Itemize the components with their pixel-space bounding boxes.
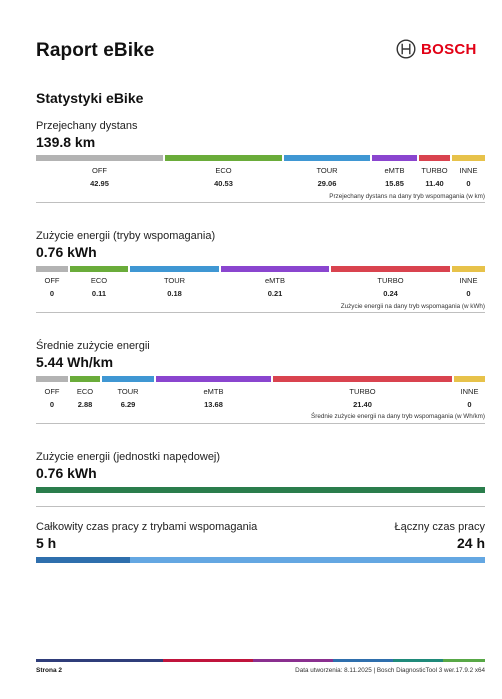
avg-bar-off: [36, 376, 68, 382]
avg-divider: [36, 423, 485, 424]
distance-label: Przejechany dystans: [36, 120, 138, 132]
footer-stripe-6: [443, 659, 485, 662]
distance-mode-eco: ECO: [215, 166, 232, 175]
avg-mode-tour: TOUR: [117, 387, 139, 396]
distance-value-eco: 40.53: [214, 179, 233, 188]
distance-bar-turbo: [419, 155, 450, 161]
energy-value-eco: 0.11: [91, 289, 107, 298]
distance-mode-turbo: TURBO: [421, 166, 448, 175]
energy-value-emtb: 0.21: [267, 289, 283, 298]
time-total-value: 24 h: [456, 535, 485, 551]
time-total-label: Łączny czas pracy: [394, 521, 485, 533]
distance-value-emtb: 15.85: [385, 179, 404, 188]
distance-mode-tour: TOUR: [316, 166, 338, 175]
energy-mode-off: OFF: [44, 276, 60, 285]
energy-bar-emtb: [221, 266, 329, 272]
drive-label: Zużycie energii (jednostki napędowej): [36, 451, 221, 463]
avg-value-inne: 0: [467, 400, 472, 409]
avg-bar-tour: [102, 376, 154, 382]
distance-bar-inne: [452, 155, 485, 161]
energy-mode-emtb: eMTB: [264, 276, 285, 285]
distance-bar-eco: [165, 155, 282, 161]
energy-bar-tour: [130, 266, 219, 272]
bosch-logo: BOSCH: [396, 38, 477, 60]
avg-bar-turbo: [273, 376, 452, 382]
energy-bar-eco: [70, 266, 128, 272]
energy-note: Zużycie energii na dany tryb wspomagania…: [340, 303, 485, 310]
time-assist-value: 5 h: [36, 535, 57, 551]
avg-mode-turbo: TURBO: [349, 387, 376, 396]
distance-total: 139.8 km: [36, 134, 96, 150]
avg-note: Średnie zużycie energii na dany tryb wsp…: [311, 413, 485, 420]
energy-bar-off: [36, 266, 68, 272]
distance-value-inne: 0: [466, 179, 471, 188]
avg-bar-eco: [70, 376, 100, 382]
distance-bar-emtb: [372, 155, 417, 161]
footer-stripe-4: [333, 659, 393, 662]
bosch-armature-icon: [396, 39, 416, 59]
energy-divider: [36, 312, 485, 313]
avg-value-turbo: 21.40: [353, 400, 372, 409]
avg-mode-off: OFF: [44, 387, 60, 396]
distance-bar-off: [36, 155, 163, 161]
avg-bar-inne: [454, 376, 485, 382]
avg-mode-eco: ECO: [76, 387, 94, 396]
drive-energy-bar: [36, 487, 485, 493]
energy-bar-inne: [452, 266, 485, 272]
footer-stripe-3: [253, 659, 333, 662]
time-assist-bar: [36, 557, 130, 563]
report-title: Raport eBike: [36, 40, 155, 61]
distance-value-tour: 29.06: [317, 179, 337, 188]
distance-bar-tour: [284, 155, 370, 161]
energy-value-off: 0: [49, 289, 55, 298]
distance-mode-off: OFF: [92, 166, 107, 175]
avg-bar-emtb: [156, 376, 271, 382]
page-number: Strona 2: [36, 667, 63, 674]
energy-label: Zużycie energii (tryby wspomagania): [36, 230, 216, 242]
distance-note: Przejechany dystans na dany tryb wspomag…: [329, 193, 485, 200]
avg-value-off: 0: [49, 400, 55, 409]
distance-value-off: 42.95: [90, 179, 109, 188]
energy-value-inne: 0: [466, 289, 471, 298]
energy-mode-tour: TOUR: [163, 276, 186, 285]
footer-stripe-1: [36, 659, 163, 662]
energy-value-turbo: 0.24: [383, 289, 398, 298]
distance-divider: [36, 202, 485, 203]
energy-value-tour: 0.18: [167, 289, 182, 298]
footer-stripe-5: [393, 659, 443, 662]
energy-mode-turbo: TURBO: [377, 276, 404, 285]
avg-mode-inne: INNE: [460, 387, 479, 396]
footer-stripe-2: [163, 659, 253, 662]
drive-total: 0.76 kWh: [36, 465, 97, 481]
time-assist-label: Całkowity czas pracy z trybami wspomagan…: [36, 521, 258, 533]
energy-mode-eco: ECO: [90, 276, 108, 285]
distance-value-turbo: 11.40: [425, 179, 444, 188]
avg-value-tour: 6.29: [120, 400, 136, 409]
energy-bar-turbo: [331, 266, 450, 272]
distance-mode-inne: INNE: [459, 166, 478, 175]
avg-mode-emtb: eMTB: [203, 387, 224, 396]
avg-value-emtb: 13.68: [204, 400, 223, 409]
drive-divider: [36, 506, 485, 507]
section-title: Statystyki eBike: [36, 90, 144, 106]
avg-label: Średnie zużycie energii: [36, 340, 150, 352]
avg-value-eco: 2.88: [77, 400, 93, 409]
energy-mode-inne: INNE: [459, 276, 478, 285]
avg-total: 5.44 Wh/km: [36, 354, 114, 370]
bosch-logo-text: BOSCH: [421, 40, 477, 58]
distance-mode-emtb: eMTB: [384, 166, 405, 175]
time-total-bar: [36, 557, 485, 563]
energy-total: 0.76 kWh: [36, 244, 97, 260]
footer-info: Data utworzenia: 8.11.2025 | Bosch Diagn…: [295, 667, 485, 674]
